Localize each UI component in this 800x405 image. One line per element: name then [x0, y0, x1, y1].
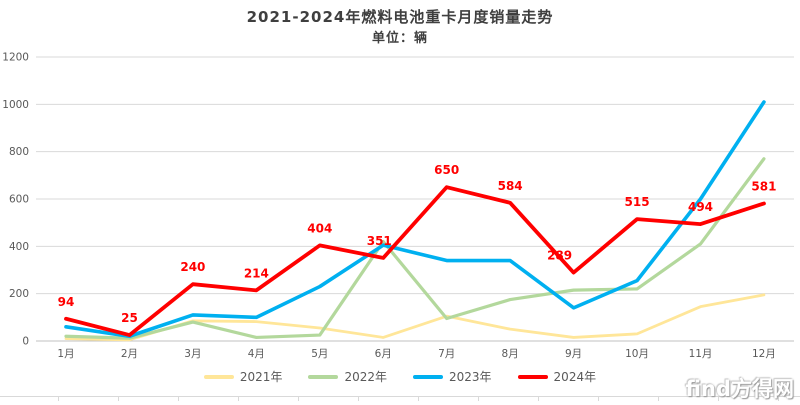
data-label: 351	[367, 234, 392, 248]
x-axis-label: 3月	[184, 348, 201, 360]
y-axis-label: 0	[22, 336, 29, 348]
legend-item-2024: 2024年	[517, 368, 597, 385]
x-axis-label: 1月	[57, 348, 74, 360]
legend-item-2021: 2021年	[203, 368, 283, 385]
cropped-table-top-border	[0, 396, 800, 403]
legend-swatch-2022	[308, 374, 339, 379]
data-label: 214	[244, 266, 269, 280]
x-axis-label: 5月	[311, 348, 328, 360]
y-axis-label: 400	[9, 241, 29, 253]
y-axis-label: 200	[9, 288, 29, 300]
y-axis-label: 1000	[2, 99, 29, 111]
legend-item-2022: 2022年	[308, 368, 387, 385]
legend-label-2023: 2023年	[449, 370, 492, 384]
x-axis-label: 6月	[375, 348, 392, 360]
x-axis-label: 8月	[502, 348, 519, 360]
x-axis-label: 4月	[248, 348, 265, 360]
x-axis-label: 11月	[689, 348, 713, 360]
x-axis-label: 10月	[625, 348, 649, 360]
data-label: 25	[121, 311, 138, 325]
data-label: 494	[688, 200, 713, 214]
data-label: 581	[751, 179, 776, 193]
y-axis-label: 800	[9, 146, 29, 158]
data-label: 94	[58, 295, 75, 309]
x-axis-label: 12月	[752, 348, 776, 360]
legend-item-2023: 2023年	[413, 368, 492, 385]
legend-swatch-2024	[517, 374, 548, 379]
x-axis-label: 2月	[121, 348, 138, 360]
series-line-2024年	[64, 185, 766, 337]
y-axis-label: 600	[9, 194, 29, 206]
data-label: 584	[498, 179, 523, 193]
data-label: 650	[434, 163, 459, 177]
legend-swatch-2021	[203, 374, 234, 379]
legend-label-2022: 2022年	[344, 370, 387, 384]
y-axis-label: 1200	[2, 52, 29, 64]
x-axis-label: 7月	[438, 348, 455, 360]
watermark: find方得网	[685, 377, 794, 401]
data-label: 240	[180, 260, 205, 274]
legend-label-2021: 2021年	[239, 370, 283, 384]
chart-title: 2021-2024年燃料电池重卡月度销量走势	[246, 8, 554, 26]
chart-subtitle: 单位：辆	[371, 31, 428, 46]
chart-legend: 2021年 2022年 2023年 2024年	[0, 368, 800, 385]
data-label: 515	[625, 195, 650, 209]
x-axis-label: 9月	[565, 348, 582, 360]
series-line-2022年	[64, 157, 766, 340]
legend-swatch-2023	[413, 374, 443, 379]
data-label: 404	[307, 221, 332, 235]
legend-label-2024: 2024年	[553, 370, 597, 384]
series-line-2023年	[64, 100, 766, 339]
data-label: 289	[547, 249, 572, 263]
